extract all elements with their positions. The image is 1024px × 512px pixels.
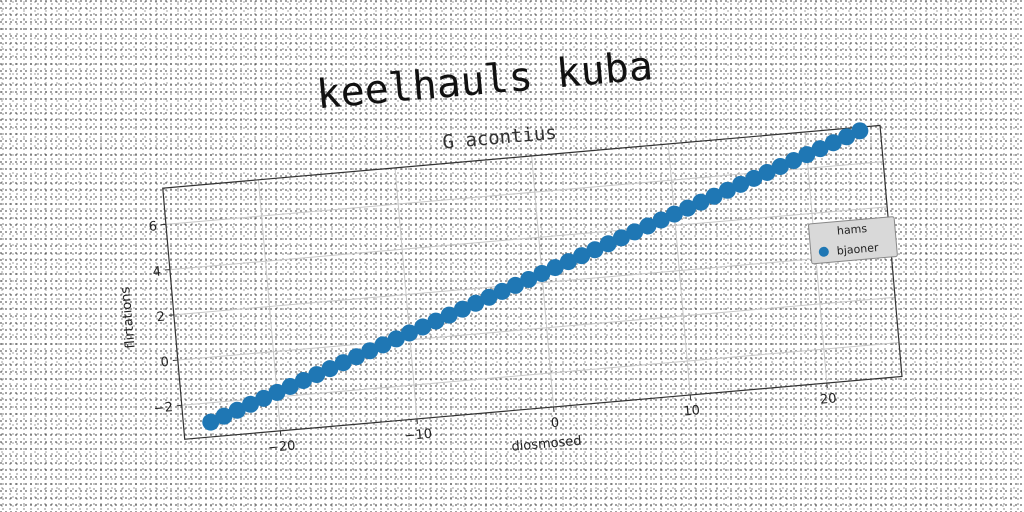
data-point [361, 342, 379, 360]
data-point [321, 360, 339, 378]
data-point [308, 366, 326, 384]
y-tick-label: 6 [148, 219, 158, 235]
data-point [215, 407, 233, 425]
data-point [387, 330, 405, 348]
y-tick-label: −2 [153, 400, 173, 417]
data-point [427, 312, 445, 330]
data-point [732, 175, 750, 193]
data-point [652, 211, 670, 229]
data-point [599, 235, 617, 253]
data-point [294, 372, 312, 390]
y-tick-label: 0 [160, 355, 170, 371]
data-point [771, 158, 789, 176]
data-point [785, 152, 803, 170]
data-point [546, 259, 564, 277]
data-point [400, 324, 418, 342]
data-point [705, 187, 723, 205]
data-point [281, 377, 299, 395]
legend-box [808, 216, 898, 265]
data-point [838, 128, 856, 146]
plot-area: −20−1001020−20246diosmosedflirtationsham… [118, 122, 903, 456]
legend-title: hams [836, 222, 867, 238]
chart-title: G acontius [442, 122, 558, 154]
data-point [242, 395, 260, 413]
x-tick-label: −10 [404, 427, 433, 444]
data-point [573, 247, 591, 265]
data-point [255, 389, 273, 407]
data-point [480, 288, 498, 306]
data-point [758, 163, 776, 181]
x-tick-label: 10 [683, 403, 701, 419]
data-point [811, 140, 829, 158]
chart-suptitle: keelhauls kuba [315, 43, 655, 118]
data-point [639, 217, 657, 235]
grid-line-y [177, 296, 896, 361]
data-point [440, 306, 458, 324]
data-point [798, 146, 816, 164]
data-point [268, 383, 286, 401]
data-point [414, 318, 432, 336]
data-point [612, 229, 630, 247]
legend-marker [818, 246, 829, 257]
y-tick-label: 2 [156, 310, 166, 326]
data-point [347, 348, 365, 366]
x-axis-label: diosmosed [511, 434, 582, 455]
data-point [559, 253, 577, 271]
data-point [586, 241, 604, 259]
x-tick-label: −20 [267, 439, 296, 456]
data-point [692, 193, 710, 211]
data-point [626, 223, 644, 241]
data-point [228, 401, 246, 419]
data-point [824, 134, 842, 152]
y-axis-label: flirtations [118, 286, 138, 349]
x-tick-label: 0 [550, 416, 560, 432]
data-point [718, 181, 736, 199]
data-point [374, 336, 392, 354]
data-point [851, 122, 869, 140]
data-point [334, 354, 352, 372]
grid-line-y [169, 206, 888, 271]
grid-line-x [394, 167, 418, 419]
data-point [202, 413, 220, 431]
legend-label: bjaoner [836, 241, 879, 258]
data-point [533, 265, 551, 283]
data-point [679, 199, 697, 217]
y-tick-label: 4 [152, 264, 162, 280]
data-point [520, 270, 538, 288]
x-tick-label: 20 [819, 391, 837, 407]
data-point [493, 282, 511, 300]
data-point [506, 276, 524, 294]
data-point [453, 300, 471, 318]
data-point [467, 294, 485, 312]
grid-line-y [181, 342, 900, 406]
grid-line-x [667, 143, 691, 396]
data-point [665, 205, 683, 223]
data-point [745, 169, 763, 187]
